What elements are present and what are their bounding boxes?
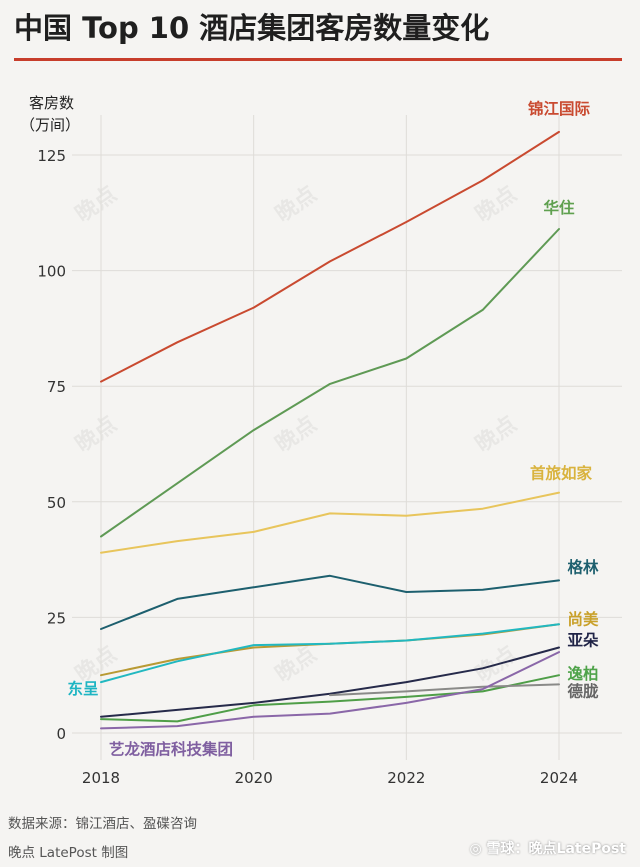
series-line [100,651,560,730]
y-tick-label: 50 [47,494,66,512]
series-label: 东呈 [67,679,98,698]
series-line [329,683,560,697]
y-tick-label: 75 [47,378,66,396]
watermark: 晚点 [71,411,122,458]
series-label: 逸柏 [567,664,598,683]
series-layer [100,130,560,730]
series-label: 德胧 [567,681,599,700]
y-axis-label: （万间） [20,116,80,134]
series-label: 亚朵 [567,631,599,649]
title-divider [14,58,622,61]
page-title: 中国 Top 10 酒店集团客房数量变化 [14,11,490,45]
watermark: 晚点 [271,411,322,458]
series-label: 尚美 [567,609,599,628]
series-label: 艺龙酒店科技集团 [109,739,233,758]
series-line [100,574,560,630]
series-label: 格林 [567,557,599,576]
y-tick-label: 125 [37,147,66,165]
series-line [100,674,560,723]
y-tick-label: 0 [56,725,66,743]
credit-note: 晚点 LatePost 制图 [8,845,129,861]
series-label: 华住 [543,198,575,217]
x-tick-label: 2020 [235,769,273,787]
data-source-note: 数据来源：锦江酒店、盈碟咨询 [8,816,197,832]
series-label: 锦江国际 [528,99,591,118]
y-axis-label: 客房数 [29,94,74,112]
x-tick-label: 2024 [540,769,578,787]
watermark-text: ◎ 雪球：晚点LatePost [469,841,626,857]
watermark: 晚点 [471,411,522,458]
watermark: 晚点 [271,181,322,228]
series-line [100,623,560,684]
x-tick-label: 2022 [387,769,425,787]
axis-layer: 0 25 50 75 100 125 2018 2020 2022 2024 客房数 （万间） [20,94,578,787]
x-tick-label: 2018 [82,769,120,787]
watermark: 晚点 [471,181,522,228]
watermark: 晚点 [71,181,122,228]
series-label: 首旅如家 [530,464,593,483]
series-line [100,646,560,718]
watermark: 晚点 [271,641,322,688]
series-line [100,228,560,538]
y-tick-label: 100 [37,263,66,281]
y-tick-label: 25 [47,609,66,627]
series-line [100,491,560,554]
series-line [100,130,560,383]
